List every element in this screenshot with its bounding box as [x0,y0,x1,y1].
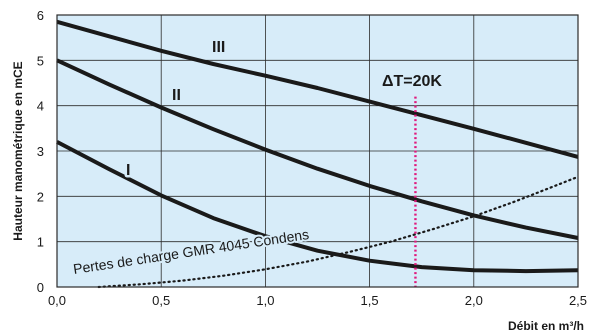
y-axis-label: Hauteur manométrique en mCE [11,61,25,240]
y-tick-label: 0 [37,280,44,295]
x-tick-label: 0,5 [152,293,170,308]
x-tick-label: 1,0 [256,293,274,308]
series-line-3 [97,175,580,289]
x-tick-label: 2,5 [569,293,587,308]
curve-label-i: I [126,162,130,179]
y-tick-label: 3 [37,144,44,159]
curve-label-iii: III [212,39,225,56]
x-axis-label: Débit en m³/h [508,319,584,333]
x-tick-label: 1,5 [361,293,379,308]
tick-labels: 0,0 0,5 1,0 1,5 2,0 2,5 0 1 2 3 4 5 6 [37,8,587,308]
y-tick-label: 6 [37,8,44,23]
y-tick-label: 4 [37,99,44,114]
y-tick-label: 1 [37,235,44,250]
plot-frame [56,14,579,288]
y-tick-label: 5 [37,53,44,68]
y-tick-label: 2 [37,189,44,204]
series-line-2 [56,19,579,159]
series-line-0 [56,140,579,274]
series-group [56,19,580,289]
delta-t-label: ΔT=20K [382,73,442,90]
x-tick-label: 2,0 [465,293,483,308]
x-tick-label: 0,0 [48,293,66,308]
curve-label-ii: II [172,87,181,104]
series-line-1 [56,58,579,240]
